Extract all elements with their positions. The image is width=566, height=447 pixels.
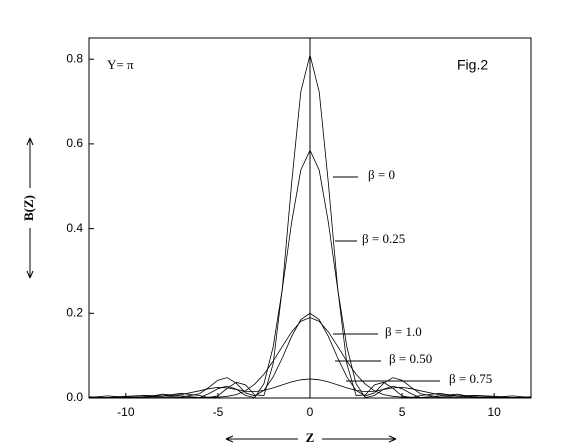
series-label: β = 0 [368,167,395,182]
x-tick-label: 0 [307,405,314,419]
series-label: β = 0.75 [449,371,492,386]
series-line [88,54,532,398]
y-label: B(Z) [21,195,36,221]
arrow-head [388,435,397,443]
y-tick-label: 0.2 [66,305,83,319]
y-tick-label: 0.0 [66,390,83,404]
arrow-head [26,137,34,146]
x-axis-title: Z [225,430,397,445]
x-label: Z [306,430,315,445]
y-axis-title: B(Z) [21,137,36,279]
y-tick-label: 0.6 [66,136,83,150]
x-tick-label: -10 [117,405,135,419]
arrow-head [26,270,34,279]
x-tick-label: 5 [399,405,406,419]
x-tick-label: 10 [487,405,501,419]
series-line [89,317,531,398]
series-label: β = 0.50 [389,351,432,366]
annotation: Y= π [107,57,134,72]
y-tick-label: 0.4 [66,221,83,235]
series-label: β = 1.0 [385,324,422,339]
annotation: Fig.2 [457,57,488,73]
y-tick-label: 0.8 [66,51,83,65]
series-line [89,312,531,398]
series-line [89,378,531,398]
arrow-head [225,435,234,443]
x-tick-label: -5 [213,405,224,419]
series-label: β = 0.25 [362,231,405,246]
